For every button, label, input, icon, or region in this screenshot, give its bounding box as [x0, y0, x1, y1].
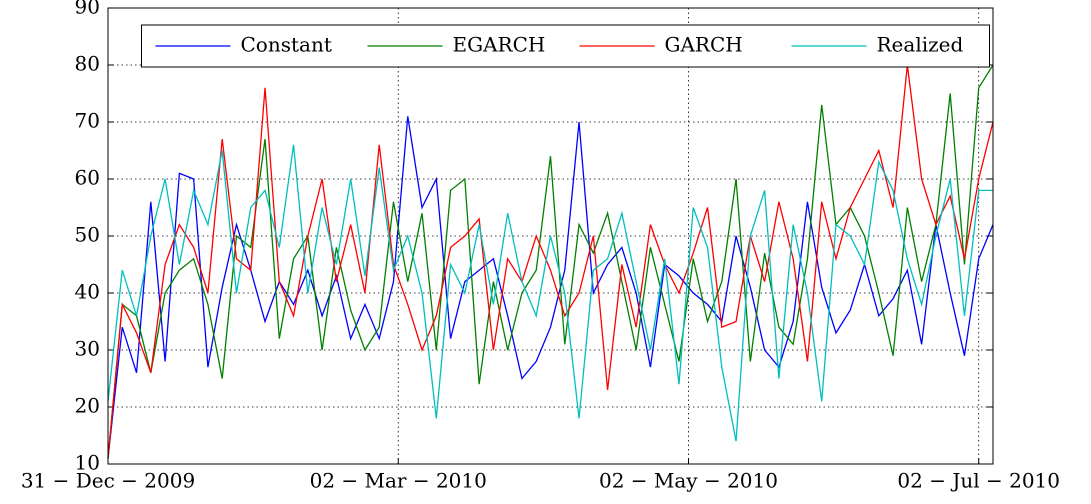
y-tick-label: 50: [75, 223, 100, 247]
x-tick-label: 02 − Jul − 2010: [897, 469, 1060, 493]
legend-label: EGARCH: [453, 33, 546, 57]
legend-label: Realized: [877, 33, 964, 57]
x-tick-label: 31 − Dec − 2009: [21, 469, 195, 493]
legend-label: GARCH: [665, 33, 743, 57]
legend-label: Constant: [241, 33, 332, 57]
y-tick-label: 90: [75, 0, 100, 19]
legend: Constant EGARCH GARCH Realized: [141, 24, 990, 68]
x-tick-label: 02 − May − 2010: [599, 469, 778, 493]
y-tick-label: 20: [75, 394, 100, 418]
series-line: [107, 64, 994, 459]
x-tick-label: 02 − Mar − 2010: [310, 469, 487, 493]
plot-frame: [107, 7, 994, 465]
y-tick-label: 10: [75, 451, 100, 475]
series-line: [107, 116, 994, 459]
series-line: [107, 144, 993, 442]
y-tick-label: 80: [75, 52, 100, 76]
y-tick-label: 70: [75, 109, 100, 133]
y-tick-label: 60: [75, 166, 100, 190]
y-tick-label: 40: [75, 280, 100, 304]
y-tick-label: 30: [75, 337, 100, 361]
